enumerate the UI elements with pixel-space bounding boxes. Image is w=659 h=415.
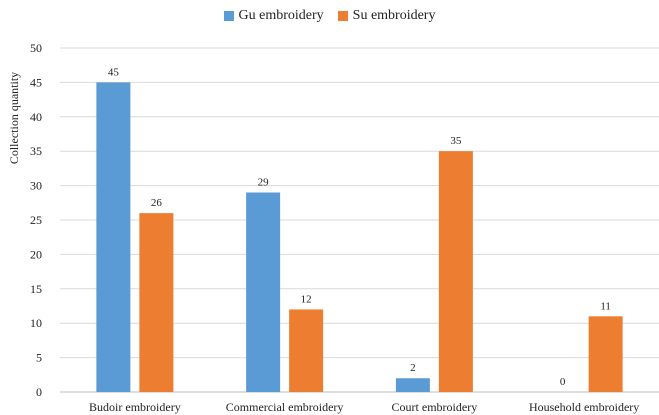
data-label: 29 xyxy=(258,176,270,188)
legend-swatch-su xyxy=(337,11,348,21)
legend-label-gu: Gu embroidery xyxy=(238,8,324,23)
data-label: 12 xyxy=(301,293,312,305)
y-tick-label: 25 xyxy=(30,213,42,227)
bars xyxy=(96,82,623,393)
bar xyxy=(395,378,430,392)
y-tick-label: 30 xyxy=(30,179,42,193)
bar xyxy=(96,82,131,393)
y-tick-label: 20 xyxy=(30,247,42,261)
data-label: 45 xyxy=(108,66,120,78)
y-axis-label: Collection quantity xyxy=(7,72,21,164)
bar xyxy=(139,213,174,392)
data-label: 2 xyxy=(410,362,416,374)
bar xyxy=(438,151,473,392)
y-tick-label: 10 xyxy=(30,316,42,330)
legend: Gu embroidery Su embroidery xyxy=(0,8,659,24)
y-tick-label: 40 xyxy=(30,110,42,124)
legend-item-gu: Gu embroidery xyxy=(223,8,324,24)
y-tick-label: 35 xyxy=(30,144,42,158)
y-tick-label: 50 xyxy=(30,41,42,55)
x-tick-label: Household embroidery xyxy=(529,400,639,414)
data-label: 35 xyxy=(450,135,462,147)
data-labels: 45 26 29 12 2 35 0 11 xyxy=(108,66,611,388)
bar xyxy=(246,192,281,392)
x-tick-label: Budoir embroidery xyxy=(89,400,181,414)
x-tick-label: Court embroidery xyxy=(392,400,478,414)
data-label: 26 xyxy=(151,197,163,209)
data-label: 11 xyxy=(600,300,611,312)
bar xyxy=(588,316,623,392)
legend-item-su: Su embroidery xyxy=(337,8,436,24)
legend-label-su: Su embroidery xyxy=(352,8,436,23)
y-tick-label: 5 xyxy=(36,351,42,365)
data-label: 0 xyxy=(560,376,566,388)
y-tick-label: 15 xyxy=(30,282,42,296)
y-tick-label: 0 xyxy=(36,385,42,399)
bar xyxy=(289,309,324,392)
legend-swatch-gu xyxy=(223,11,234,21)
y-axis-ticks: 0 5 10 15 20 25 30 35 40 45 50 xyxy=(30,41,42,399)
x-axis-labels: Budoir embroidery Commercial embroidery Co… xyxy=(89,400,639,414)
y-tick-label: 45 xyxy=(30,75,42,89)
x-tick-label: Commercial embroidery xyxy=(226,400,344,414)
